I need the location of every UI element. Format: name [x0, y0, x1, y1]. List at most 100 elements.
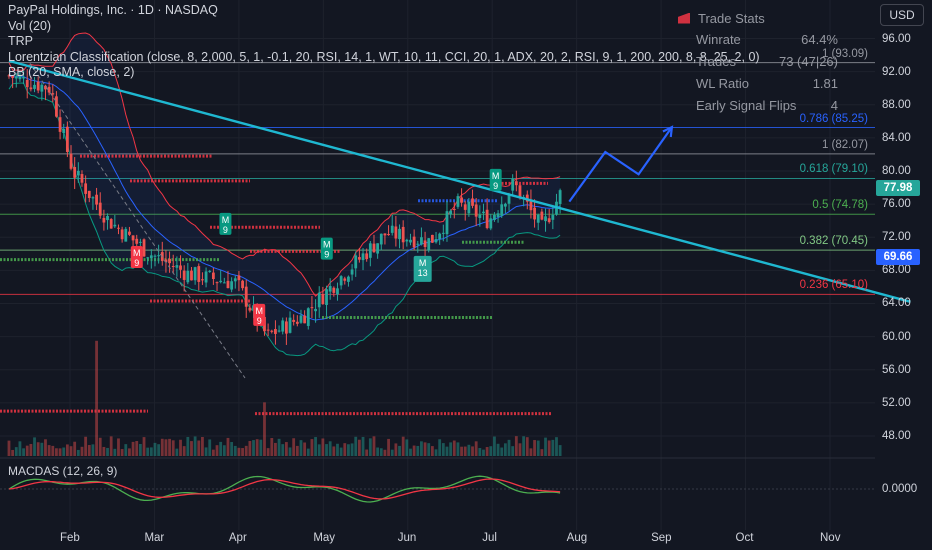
grid-lines	[0, 0, 875, 530]
candle	[284, 317, 288, 345]
candle	[544, 208, 547, 232]
volume-bar	[22, 448, 25, 456]
price-tick: 84.00	[882, 131, 911, 144]
candle-body	[149, 255, 153, 259]
volume-bar	[328, 441, 332, 456]
time-axis[interactable]: Feb Mar Apr May Jun Jul Aug Sep Oct Nov	[0, 530, 880, 550]
volume-bar	[164, 439, 168, 456]
signal-text: M	[222, 215, 230, 225]
candle	[383, 233, 387, 245]
candle-body	[201, 279, 204, 281]
volume-bar	[441, 443, 445, 456]
volume-bar	[230, 442, 234, 456]
candle-body	[368, 243, 372, 258]
signal-box	[130, 245, 143, 268]
signal-box	[413, 255, 432, 282]
candle-body	[496, 213, 500, 218]
volume-bar	[117, 438, 120, 456]
candle	[215, 281, 219, 292]
candle	[91, 196, 95, 210]
candle	[128, 226, 131, 237]
price-tick: 72.00	[882, 231, 911, 244]
candle-body	[441, 232, 445, 234]
volume-bar	[456, 442, 460, 456]
indicator-lorentzian[interactable]: Lorentzian Classification (close, 8, 2,0…	[8, 49, 760, 64]
candle	[503, 202, 507, 214]
candle	[379, 233, 383, 251]
volume-bar	[84, 436, 88, 456]
candle-body	[544, 216, 547, 222]
candle	[102, 209, 106, 231]
candle-body	[529, 200, 533, 211]
candle-body	[47, 86, 51, 93]
candle	[62, 123, 66, 139]
candle	[73, 157, 77, 190]
candle	[489, 213, 493, 231]
candle	[343, 276, 347, 285]
candle-body	[215, 282, 219, 284]
candle-body	[507, 193, 511, 204]
volume-bar	[416, 445, 420, 456]
candle	[493, 212, 496, 222]
candle	[423, 231, 427, 258]
candle	[398, 224, 401, 249]
signal-marker: M9	[253, 303, 266, 326]
candle	[500, 196, 504, 218]
candle-body	[306, 308, 310, 326]
candle	[266, 323, 270, 337]
candle-body	[376, 243, 380, 254]
candle	[467, 197, 471, 217]
candle-body	[310, 307, 314, 309]
candle-body	[106, 215, 109, 221]
candle	[7, 74, 11, 79]
volume-bar	[135, 441, 139, 456]
volume-bar	[321, 438, 325, 456]
volume-bar	[489, 446, 493, 456]
macd-tick: 0.0000	[882, 483, 918, 495]
volume-bar	[14, 447, 18, 456]
indicator-volume[interactable]: Vol (20)	[8, 18, 52, 33]
volume-bar	[540, 449, 544, 456]
bollinger-bands	[8, 32, 561, 357]
volume-bar	[51, 445, 55, 456]
volume-bar	[124, 444, 128, 456]
candle-body	[518, 185, 522, 199]
price-tick: 48.00	[882, 429, 911, 442]
volume-bar	[336, 443, 339, 456]
candle	[357, 248, 361, 263]
stat-label: Trades	[696, 53, 736, 69]
candle	[55, 91, 58, 118]
candle-body	[540, 211, 544, 220]
candle-body	[292, 319, 296, 322]
candle-body	[336, 288, 339, 295]
macd-legend[interactable]: MACDAS (12, 26, 9)	[8, 464, 118, 478]
candle-body	[383, 233, 387, 236]
indicator-trp[interactable]: TRP	[8, 34, 33, 48]
candle	[186, 262, 190, 285]
volume-bar	[98, 437, 102, 456]
symbol-title[interactable]: PayPal Holdings, Inc. · 1D · NASDAQ	[8, 3, 218, 17]
candle	[211, 267, 215, 285]
candle-body	[347, 276, 350, 282]
volume-bars	[7, 340, 562, 456]
volume-bar	[478, 448, 482, 456]
candle	[117, 224, 120, 235]
volume-bar	[383, 449, 387, 456]
candle	[36, 76, 40, 94]
candle	[241, 279, 244, 291]
volume-bar	[58, 448, 62, 456]
candle-body	[168, 258, 171, 264]
candle-body	[525, 194, 529, 202]
currency-button[interactable]: USD	[880, 4, 924, 26]
indicator-bb[interactable]: BB (20, SMA, close, 2)	[8, 65, 135, 79]
volume-bar	[168, 438, 171, 456]
volume-bar	[427, 443, 431, 456]
candle	[317, 286, 321, 318]
candle-body	[449, 210, 453, 215]
candle-body	[219, 280, 223, 283]
candle	[347, 275, 350, 287]
candle-body	[211, 272, 215, 280]
candle-body	[343, 278, 347, 281]
volume-bar	[255, 439, 259, 456]
